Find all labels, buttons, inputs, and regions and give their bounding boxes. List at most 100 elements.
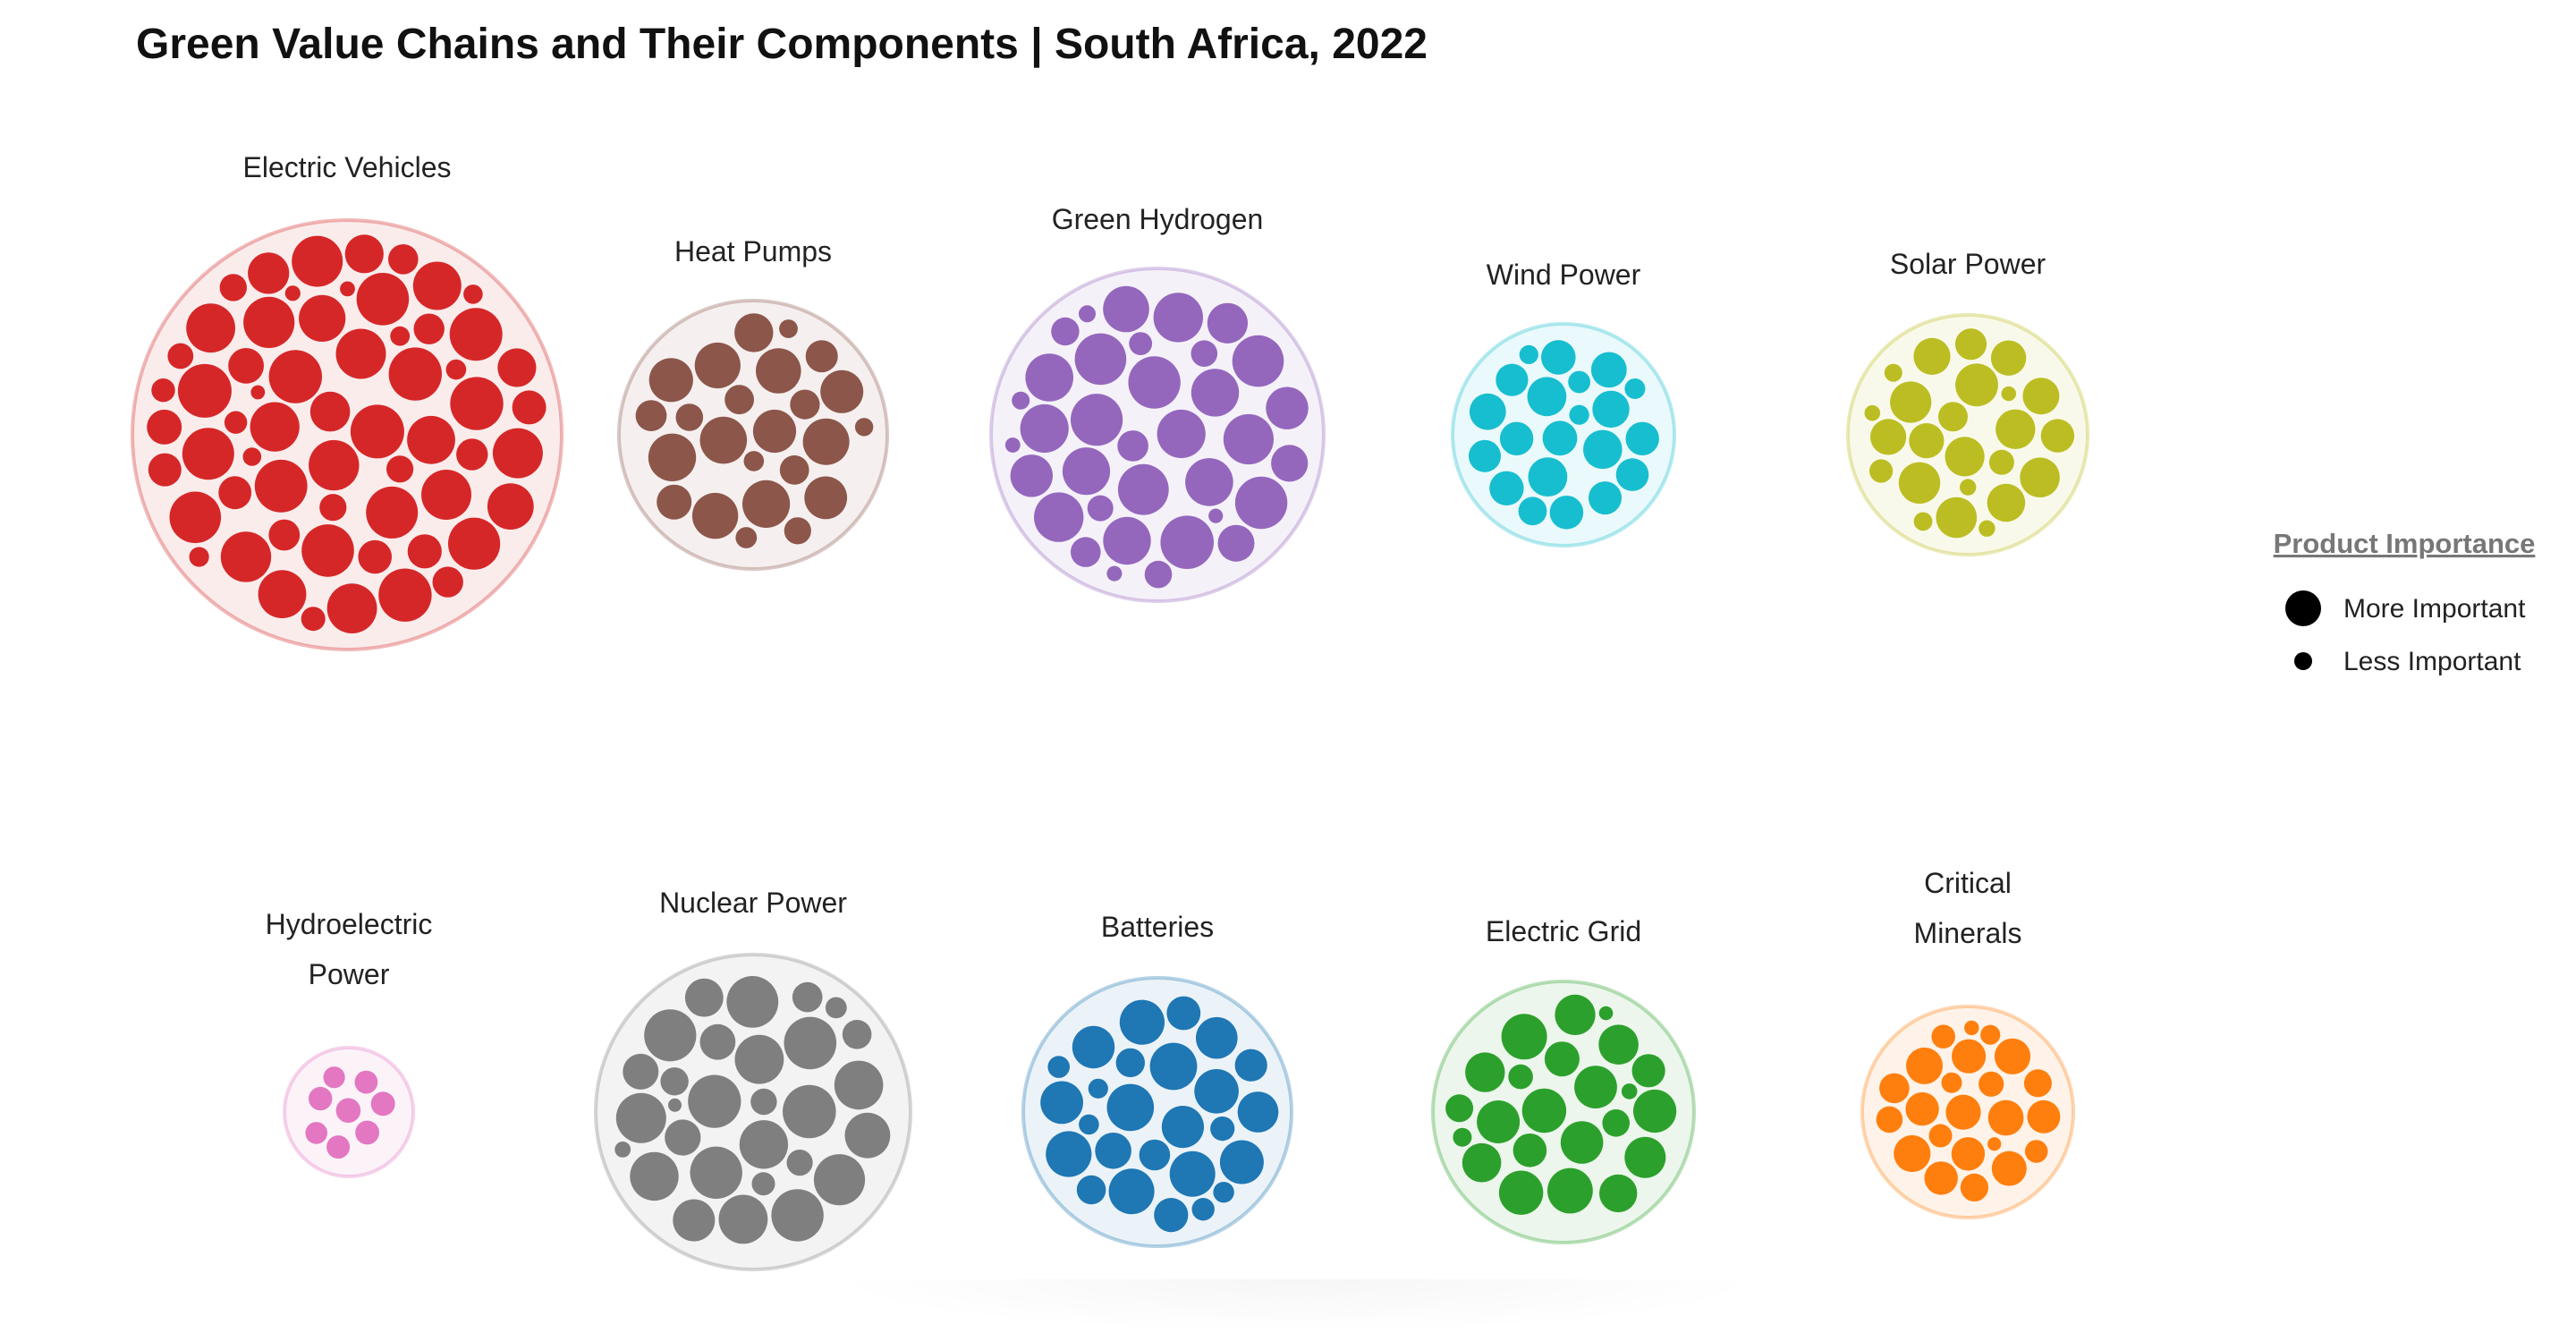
component-bubble[interactable] <box>690 1146 742 1200</box>
component-bubble[interactable] <box>1960 1173 1988 1201</box>
component-bubble[interactable] <box>1196 1016 1238 1059</box>
component-bubble[interactable] <box>1994 1038 2031 1074</box>
component-bubble[interactable] <box>1631 1054 1665 1088</box>
component-bubble[interactable] <box>742 480 791 529</box>
component-bubble[interactable] <box>660 1067 689 1096</box>
component-bubble[interactable] <box>228 348 264 384</box>
component-bubble[interactable] <box>1621 1083 1638 1100</box>
component-bubble[interactable] <box>1106 565 1123 582</box>
component-bubble[interactable] <box>1898 462 1941 504</box>
component-bubble[interactable] <box>1960 479 1977 496</box>
component-bubble[interactable] <box>2020 457 2060 497</box>
component-bubble[interactable] <box>326 583 377 633</box>
component-bubble[interactable] <box>779 319 798 338</box>
component-bubble[interactable] <box>407 534 442 569</box>
component-bubble[interactable] <box>1988 449 2014 475</box>
component-bubble[interactable] <box>1496 363 1529 396</box>
component-bubble[interactable] <box>1615 458 1649 491</box>
component-bubble[interactable] <box>1157 409 1206 459</box>
component-bubble[interactable] <box>1979 520 1996 537</box>
component-bubble[interactable] <box>366 486 419 539</box>
component-bubble[interactable] <box>802 418 850 465</box>
component-bubble[interactable] <box>691 492 739 539</box>
component-bubble[interactable] <box>1589 481 1622 515</box>
component-bubble[interactable] <box>1568 370 1590 394</box>
component-bubble[interactable] <box>1936 497 1978 539</box>
component-bubble[interactable] <box>388 244 419 275</box>
component-bubble[interactable] <box>668 1098 682 1112</box>
component-bubble[interactable] <box>1945 437 1985 477</box>
component-bubble[interactable] <box>1108 1168 1155 1215</box>
component-bubble[interactable] <box>1879 1073 1910 1104</box>
component-bubble[interactable] <box>1955 363 1998 407</box>
component-bubble[interactable] <box>1004 437 1021 453</box>
component-bubble[interactable] <box>1624 1136 1666 1178</box>
component-bubble[interactable] <box>447 517 501 570</box>
component-bubble[interactable] <box>354 1070 378 1094</box>
component-bubble[interactable] <box>751 1172 775 1196</box>
component-bubble[interactable] <box>1477 1100 1521 1143</box>
component-bubble[interactable] <box>1217 524 1255 562</box>
component-bubble[interactable] <box>2023 1069 2052 1098</box>
component-bubble[interactable] <box>1884 363 1902 382</box>
component-bubble[interactable] <box>177 363 232 418</box>
component-bubble[interactable] <box>148 453 182 487</box>
component-bubble[interactable] <box>487 483 534 530</box>
component-bubble[interactable] <box>648 433 697 481</box>
component-bubble[interactable] <box>449 308 503 361</box>
component-bubble[interactable] <box>805 340 838 373</box>
component-bubble[interactable] <box>254 459 308 513</box>
component-bubble[interactable] <box>1210 1116 1235 1142</box>
component-bubble[interactable] <box>497 348 537 387</box>
component-bubble[interactable] <box>1542 420 1578 456</box>
component-bubble[interactable] <box>386 455 414 483</box>
component-bubble[interactable] <box>842 1020 872 1049</box>
component-bubble[interactable] <box>421 470 471 520</box>
component-bubble[interactable] <box>1191 369 1240 417</box>
component-bubble[interactable] <box>1223 413 1274 465</box>
component-bubble[interactable] <box>630 1151 679 1201</box>
component-bubble[interactable] <box>2001 386 2016 402</box>
component-bubble[interactable] <box>1219 1140 1264 1184</box>
component-bubble[interactable] <box>250 385 266 400</box>
component-bubble[interactable] <box>784 517 811 545</box>
component-bubble[interactable] <box>657 484 692 520</box>
component-bubble[interactable] <box>1119 999 1165 1045</box>
component-bubble[interactable] <box>1909 423 1945 459</box>
component-bubble[interactable] <box>734 1034 784 1084</box>
component-bubble[interactable] <box>1025 353 1073 402</box>
component-bubble[interactable] <box>644 1009 697 1062</box>
component-bubble[interactable] <box>734 313 774 352</box>
component-bubble[interactable] <box>186 303 235 353</box>
component-bubble[interactable] <box>1527 377 1567 417</box>
component-bubble[interactable] <box>1905 1091 1939 1126</box>
component-bubble[interactable] <box>258 570 307 619</box>
component-bubble[interactable] <box>614 1142 631 1158</box>
component-bubble[interactable] <box>250 402 300 452</box>
component-bubble[interactable] <box>1590 352 1627 388</box>
component-bubble[interactable] <box>1185 458 1233 506</box>
component-bubble[interactable] <box>1040 1081 1083 1125</box>
component-bubble[interactable] <box>1191 340 1218 368</box>
component-bubble[interactable] <box>1489 471 1524 505</box>
component-bubble[interactable] <box>1508 1064 1533 1090</box>
component-bubble[interactable] <box>243 296 295 348</box>
component-bubble[interactable] <box>219 274 247 301</box>
component-bubble[interactable] <box>151 378 175 403</box>
component-bubble[interactable] <box>492 428 543 479</box>
component-bubble[interactable] <box>299 294 346 342</box>
component-bubble[interactable] <box>1870 419 1907 455</box>
component-bubble[interactable] <box>1574 1066 1617 1108</box>
component-bubble[interactable] <box>1598 1024 1639 1065</box>
component-bubble[interactable] <box>1072 1025 1115 1069</box>
component-bubble[interactable] <box>412 261 462 310</box>
component-bubble[interactable] <box>356 273 410 326</box>
component-bubble[interactable] <box>1128 356 1181 409</box>
component-bubble[interactable] <box>309 439 360 491</box>
component-bubble[interactable] <box>1071 394 1123 446</box>
component-bubble[interactable] <box>248 252 290 294</box>
component-bubble[interactable] <box>1103 285 1149 333</box>
component-bubble[interactable] <box>1951 1137 1986 1171</box>
component-bubble[interactable] <box>804 476 848 520</box>
component-bubble[interactable] <box>1980 1024 2001 1045</box>
